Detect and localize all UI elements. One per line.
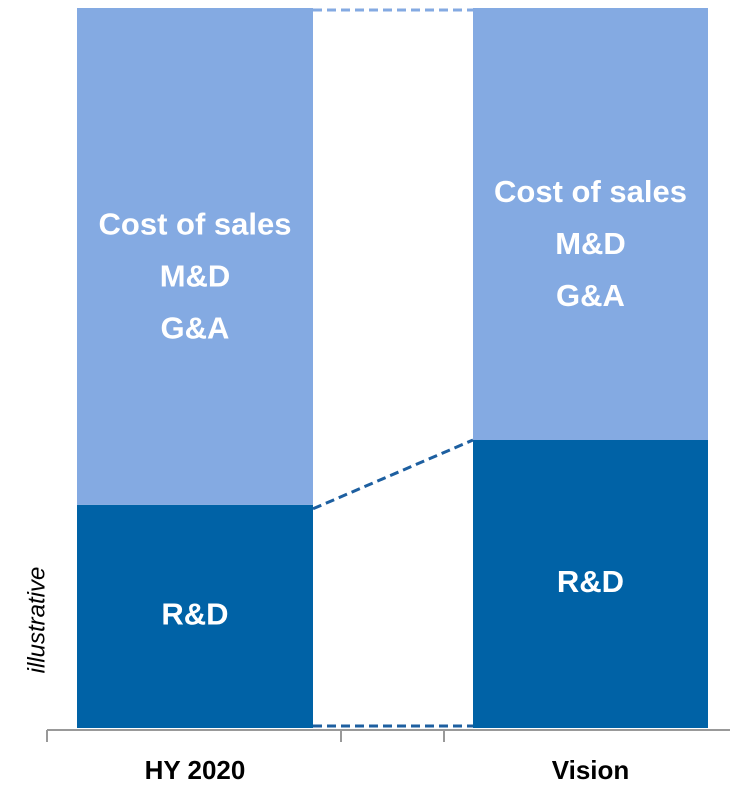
x-tick-label: Vision [552, 755, 630, 785]
segment-label: R&D [161, 597, 228, 632]
y-axis-label: illustrative [23, 567, 50, 674]
bar-segment [473, 440, 708, 728]
bar-segment [77, 504, 313, 728]
segment-label: G&A [161, 311, 230, 346]
connector [312, 438, 474, 511]
bar-segment [473, 8, 708, 440]
segment-label: Cost of sales [494, 174, 687, 209]
segment-label: M&D [555, 226, 626, 261]
bar-segment [77, 8, 313, 505]
segment-label: R&D [557, 564, 624, 599]
segment-label: M&D [160, 259, 231, 294]
segment-label: Cost of sales [99, 207, 292, 242]
x-tick-label: HY 2020 [145, 755, 246, 785]
segment-label: G&A [556, 278, 625, 313]
